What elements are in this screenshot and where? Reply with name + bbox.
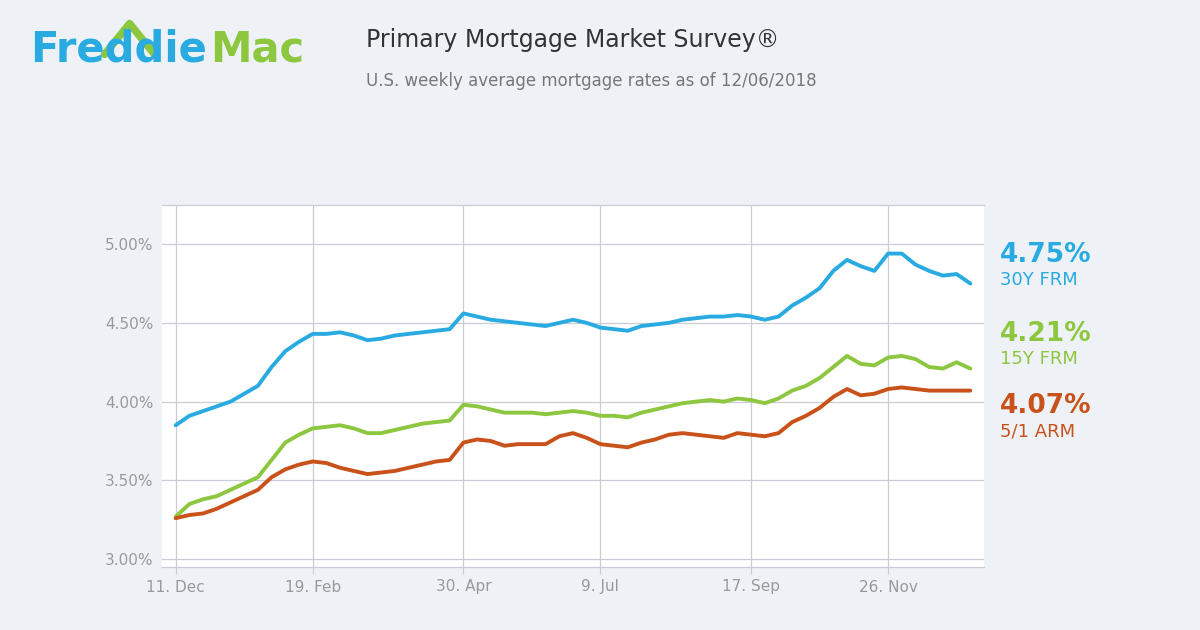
Text: Primary Mortgage Market Survey®: Primary Mortgage Market Survey®: [366, 28, 779, 52]
Text: Freddie: Freddie: [30, 28, 206, 71]
Text: 4.75%: 4.75%: [1000, 242, 1091, 268]
Text: 4.21%: 4.21%: [1000, 321, 1091, 347]
Text: 15Y FRM: 15Y FRM: [1000, 350, 1078, 368]
Text: Mac: Mac: [210, 28, 304, 71]
Text: 4.07%: 4.07%: [1000, 393, 1091, 420]
Text: 5/1 ARM: 5/1 ARM: [1000, 423, 1075, 440]
Text: 30Y FRM: 30Y FRM: [1000, 272, 1078, 289]
Text: U.S. weekly average mortgage rates as of 12/06/2018: U.S. weekly average mortgage rates as of…: [366, 72, 817, 91]
